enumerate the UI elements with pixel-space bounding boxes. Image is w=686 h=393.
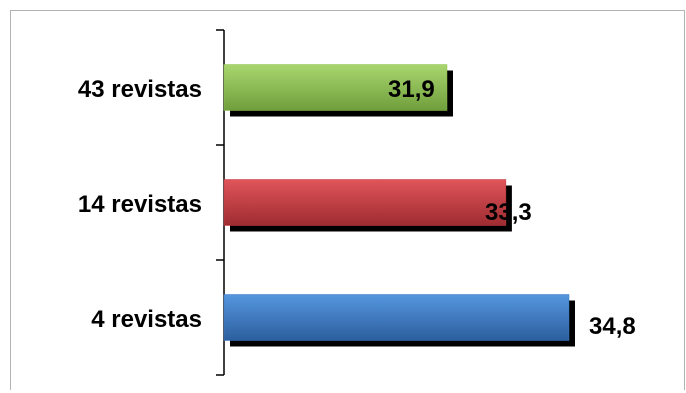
- value-label: 33,3: [485, 199, 532, 226]
- category-label: 43 revistas: [78, 76, 202, 103]
- bar: [223, 179, 507, 226]
- bar: [223, 294, 570, 341]
- category-label: 14 revistas: [78, 191, 202, 218]
- category-label: 4 revistas: [91, 306, 202, 333]
- y-axis: [216, 29, 225, 376]
- bars: [223, 64, 575, 347]
- value-label: 31,9: [388, 76, 435, 103]
- labels: 43 revistas 14 revistas 4 revistas 31,9 …: [78, 76, 636, 340]
- bar: [223, 64, 448, 111]
- value-label: 34,8: [589, 313, 636, 340]
